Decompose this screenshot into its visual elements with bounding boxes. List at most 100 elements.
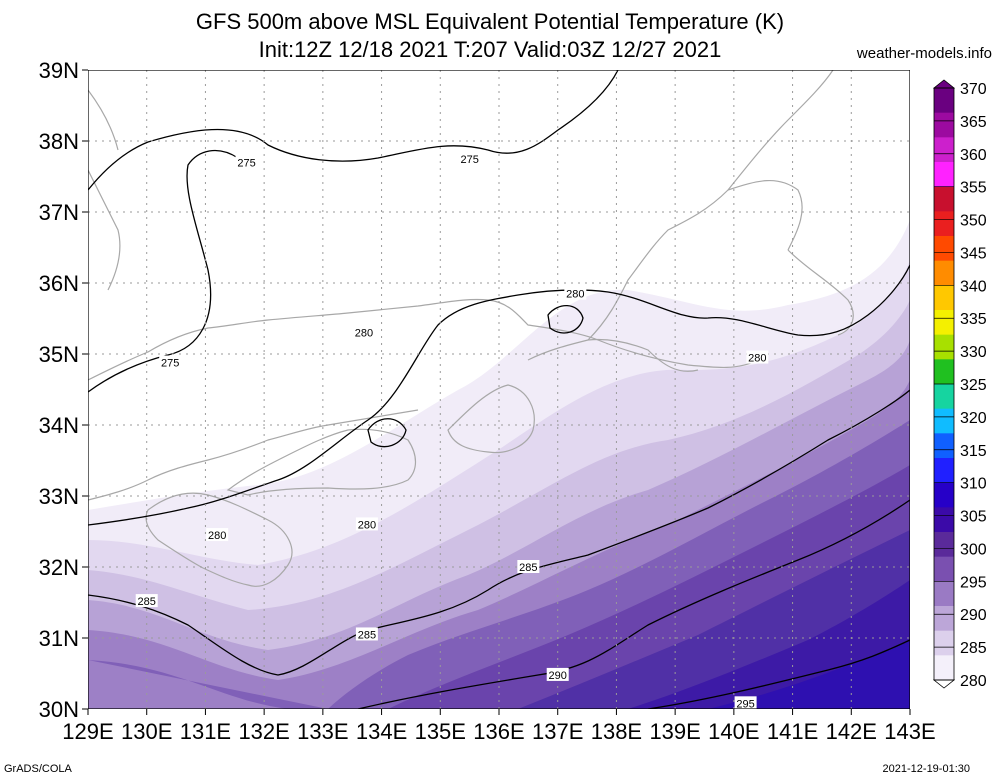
contour-label-text: 285: [358, 629, 376, 641]
legend-label: 290: [960, 607, 987, 624]
legend-frame: [933, 87, 955, 681]
lon-tick-label: 137E: [532, 719, 583, 744]
legend-swatch: [934, 630, 954, 656]
lat-tick-label: 35N: [39, 342, 79, 367]
legend-label: 345: [960, 245, 987, 262]
contour-label: 295: [734, 696, 757, 709]
contour-label-bg: [546, 667, 569, 681]
contour-label-bg: [355, 627, 378, 641]
lon-tick-label: 131E: [180, 719, 231, 744]
legend-swatch: [934, 137, 954, 163]
legend-label: 365: [960, 114, 987, 131]
contour-label-text: 285: [519, 562, 537, 574]
contour-label: 280: [564, 286, 587, 301]
run-timestamp: 2021-12-19-01:30: [882, 763, 970, 775]
legend-label: 360: [960, 147, 987, 164]
contour-290: [357, 499, 910, 709]
legend-swatch: [934, 433, 954, 459]
legend-top-arrow: [932, 79, 956, 89]
contour-label: 290: [546, 667, 569, 682]
contour-280-loop-2: [367, 418, 407, 448]
lon-tick-label: 143E: [884, 719, 935, 744]
lat-tick-label: 32N: [39, 555, 79, 580]
legend-swatch: [934, 112, 954, 138]
legend-label: 340: [960, 278, 987, 295]
longitude-axis: 129E 130E 131E 132E 133E 134E 135E 136E 137E 138E…: [62, 709, 936, 744]
contour-label-text: 290: [549, 670, 567, 682]
contour-label-text: 275: [460, 154, 478, 166]
legend-label: 370: [960, 81, 987, 98]
legend-swatch: [934, 507, 954, 533]
legend-label: 285: [960, 640, 987, 657]
legend-label: 350: [960, 213, 987, 230]
legend-swatch: [934, 186, 954, 212]
contour-label-text: 275: [161, 358, 179, 370]
legend-swatch: [934, 482, 954, 508]
contour-275-west: [88, 149, 239, 393]
legend-label: 305: [960, 509, 987, 526]
contour-label-text: 280: [355, 328, 373, 340]
legend-bottom-arrow: [932, 679, 956, 689]
lon-tick-label: 141E: [767, 719, 818, 744]
lat-lon-grid: [88, 70, 910, 709]
contour-label-text: 280: [208, 530, 226, 542]
contour-label-text: 295: [736, 698, 754, 709]
legend-swatch: [934, 88, 954, 114]
contour-labels: 275 275 275 280 280 280 280 280 285 285 285 290 295: [135, 151, 769, 709]
legend-swatch: [934, 260, 954, 286]
legend-swatch: [934, 285, 954, 311]
contour-label-text: 280: [358, 519, 376, 531]
lon-tick-label: 134E: [356, 719, 407, 744]
legend-swatch: [934, 359, 954, 385]
legend-label: 295: [960, 574, 987, 591]
lon-tick-label: 138E: [591, 719, 642, 744]
contour-label-bg: [355, 517, 378, 531]
legend-label: 310: [960, 476, 987, 493]
contour-label-text: 275: [237, 157, 255, 169]
contour-label: 285: [517, 560, 540, 574]
contour-label-text: 285: [138, 596, 156, 608]
contour-label-bg: [734, 696, 757, 709]
lon-tick-label: 133E: [297, 719, 348, 744]
lon-tick-label: 129E: [62, 719, 113, 744]
contour-label-text: 280: [748, 353, 766, 365]
map-title: GFS 500m above MSL Equivalent Potential …: [195, 9, 785, 34]
color-legend: 370 365 360 355 350 345 340 335 330 325 320 315 310 3…: [932, 79, 987, 690]
lon-tick-label: 136E: [473, 719, 524, 744]
contour-label-bg: [159, 355, 182, 369]
contour-label: 280: [355, 517, 378, 531]
lon-tick-label: 132E: [238, 719, 289, 744]
contour-label-bg: [235, 155, 258, 169]
contour-label: 275: [235, 155, 258, 169]
lon-tick-label: 139E: [649, 719, 700, 744]
contour-label: 275: [458, 151, 481, 166]
legend-label: 330: [960, 344, 987, 361]
contour-275-north: [88, 70, 619, 191]
legend-swatch: [934, 408, 954, 434]
contour-label-bg: [458, 151, 481, 165]
lat-tick-label: 31N: [39, 626, 79, 651]
legend-swatch: [934, 334, 954, 360]
contour-295: [647, 639, 910, 709]
legend-swatch: [934, 581, 954, 607]
contour-label: 285: [355, 627, 378, 641]
legend-swatch: [934, 211, 954, 237]
contour-label-text: 280: [566, 289, 584, 301]
contour-label: 280: [352, 325, 375, 340]
legend-swatch: [934, 655, 954, 681]
lat-tick-label: 34N: [39, 413, 79, 438]
lat-tick-label: 38N: [39, 129, 79, 154]
theta-e-contours: [88, 70, 910, 709]
contour-label-bg: [135, 594, 158, 608]
contour-label: 275: [159, 355, 182, 370]
contour-280-loop: [547, 304, 584, 334]
legend-swatch: [934, 458, 954, 484]
site-credit: weather-models.info: [856, 45, 992, 62]
legend-swatch: [934, 162, 954, 188]
map-subtitle: Init:12Z 12/18 2021 T:207 Valid:03Z 12/2…: [258, 37, 722, 62]
contour-label-bg: [746, 350, 769, 364]
contour-280: [88, 264, 910, 526]
legend-swatch: [934, 606, 954, 632]
contour-label: 280: [746, 350, 769, 365]
